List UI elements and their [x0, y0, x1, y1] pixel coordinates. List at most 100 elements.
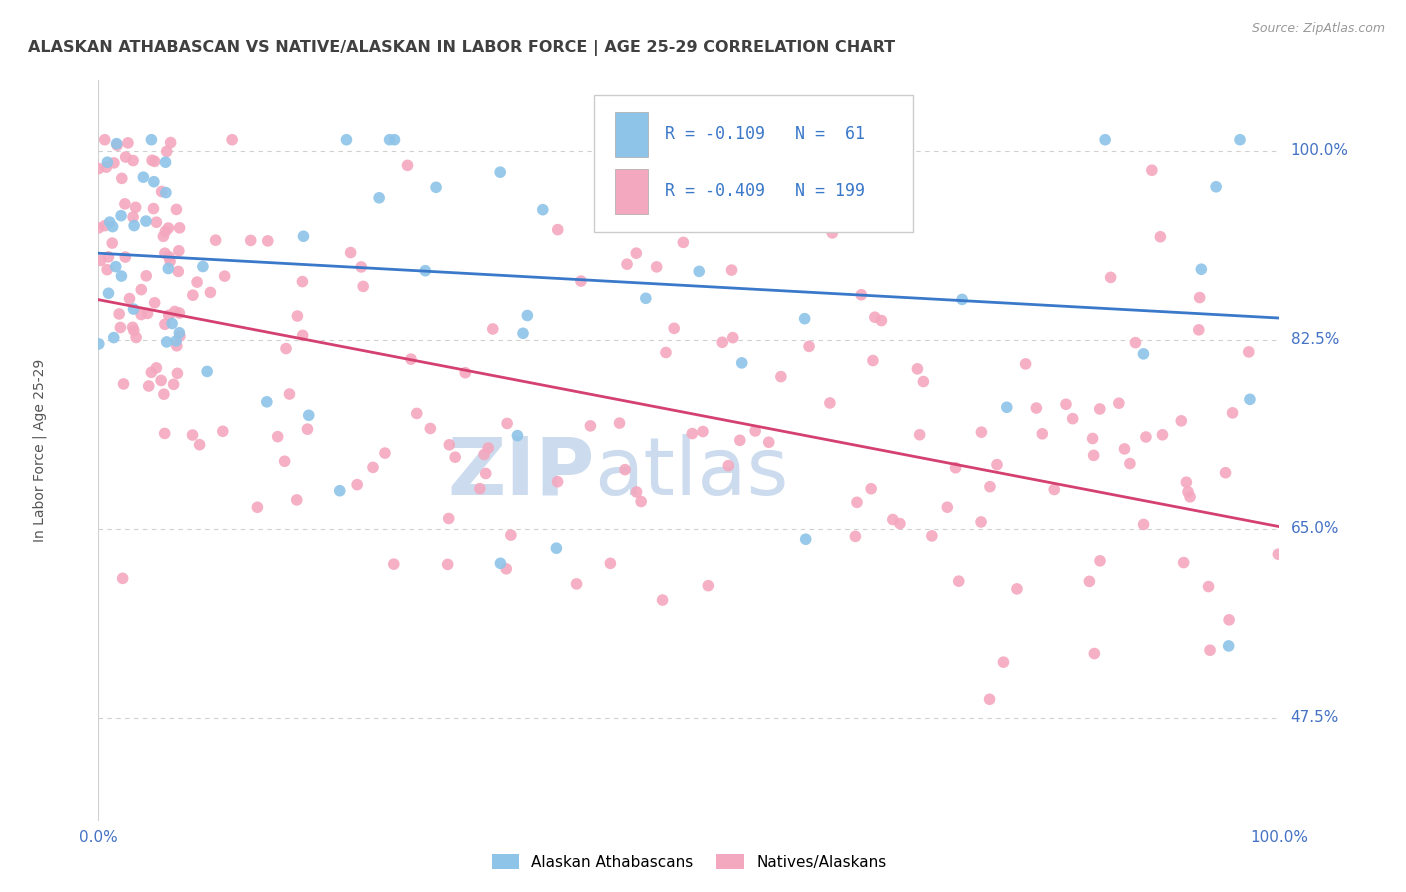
Point — [96, 262, 118, 277]
Point — [1218, 639, 1240, 653]
Point — [1125, 335, 1147, 350]
Point — [413, 263, 436, 277]
Point — [274, 342, 297, 356]
Point — [697, 579, 720, 593]
Point — [246, 500, 269, 515]
Point — [799, 190, 821, 204]
Text: ZIP: ZIP — [447, 434, 595, 512]
Point — [1178, 490, 1201, 504]
Point — [862, 353, 884, 368]
Point — [1132, 517, 1154, 532]
Point — [160, 317, 183, 331]
Point — [287, 309, 309, 323]
Point — [787, 133, 810, 147]
Point — [993, 655, 1015, 669]
Point — [143, 154, 166, 169]
Point — [970, 515, 993, 529]
Point — [108, 307, 131, 321]
Point — [616, 257, 638, 271]
Point — [1014, 357, 1036, 371]
Point — [477, 441, 499, 455]
Point — [122, 324, 145, 338]
Point — [122, 301, 145, 316]
Point — [361, 460, 384, 475]
Text: R = -0.409   N = 199: R = -0.409 N = 199 — [665, 182, 865, 201]
Point — [1149, 229, 1171, 244]
Point — [547, 222, 569, 236]
Point — [1083, 647, 1105, 661]
Point — [970, 425, 993, 439]
Point — [672, 235, 695, 250]
Point — [474, 467, 496, 481]
Text: atlas: atlas — [595, 434, 789, 512]
Point — [711, 335, 734, 350]
Point — [166, 339, 188, 353]
Point — [454, 366, 477, 380]
Point — [685, 194, 707, 208]
Point — [145, 215, 167, 229]
Point — [167, 264, 190, 278]
Point — [169, 329, 191, 343]
Point — [609, 416, 631, 430]
Point — [1199, 643, 1222, 657]
Point — [141, 365, 163, 379]
Point — [169, 220, 191, 235]
Point — [1218, 613, 1240, 627]
Point — [297, 422, 319, 436]
Point — [165, 202, 187, 217]
Point — [844, 529, 866, 543]
Point — [986, 458, 1008, 472]
Point — [1140, 163, 1163, 178]
Point — [921, 529, 943, 543]
Point — [860, 482, 883, 496]
Point — [103, 330, 125, 344]
Point — [103, 156, 125, 170]
Point — [87, 161, 110, 176]
Point — [156, 145, 179, 159]
Point — [516, 309, 538, 323]
Point — [1239, 392, 1261, 407]
Point — [329, 483, 352, 498]
Point — [101, 219, 124, 234]
Point — [688, 264, 710, 278]
Point — [439, 438, 461, 452]
Point — [731, 356, 754, 370]
Point — [105, 136, 128, 151]
Point — [655, 345, 678, 359]
Point — [831, 143, 853, 157]
Point — [132, 170, 155, 185]
Point — [298, 409, 321, 423]
Point — [125, 330, 148, 344]
Point — [167, 244, 190, 258]
Point — [291, 328, 314, 343]
Point — [797, 339, 820, 353]
Point — [645, 260, 668, 274]
Point — [110, 320, 132, 334]
Point — [717, 458, 740, 473]
Point — [114, 250, 136, 264]
Point — [870, 313, 893, 327]
Point — [114, 150, 136, 164]
Point — [1222, 406, 1244, 420]
Point — [758, 435, 780, 450]
Point — [129, 283, 152, 297]
Point — [188, 438, 211, 452]
Point — [157, 308, 180, 322]
Point — [626, 246, 648, 260]
Point — [512, 326, 534, 341]
Point — [335, 133, 357, 147]
Point — [110, 209, 132, 223]
Point — [122, 219, 145, 233]
Point — [155, 155, 177, 169]
Point — [720, 263, 742, 277]
Point — [266, 430, 288, 444]
Point — [87, 337, 110, 351]
Text: 47.5%: 47.5% — [1291, 710, 1339, 725]
Point — [122, 210, 145, 224]
Point — [153, 387, 176, 401]
Point — [112, 376, 135, 391]
Point — [846, 495, 869, 509]
Point — [124, 200, 146, 214]
Point — [94, 133, 117, 147]
Point — [153, 246, 176, 260]
